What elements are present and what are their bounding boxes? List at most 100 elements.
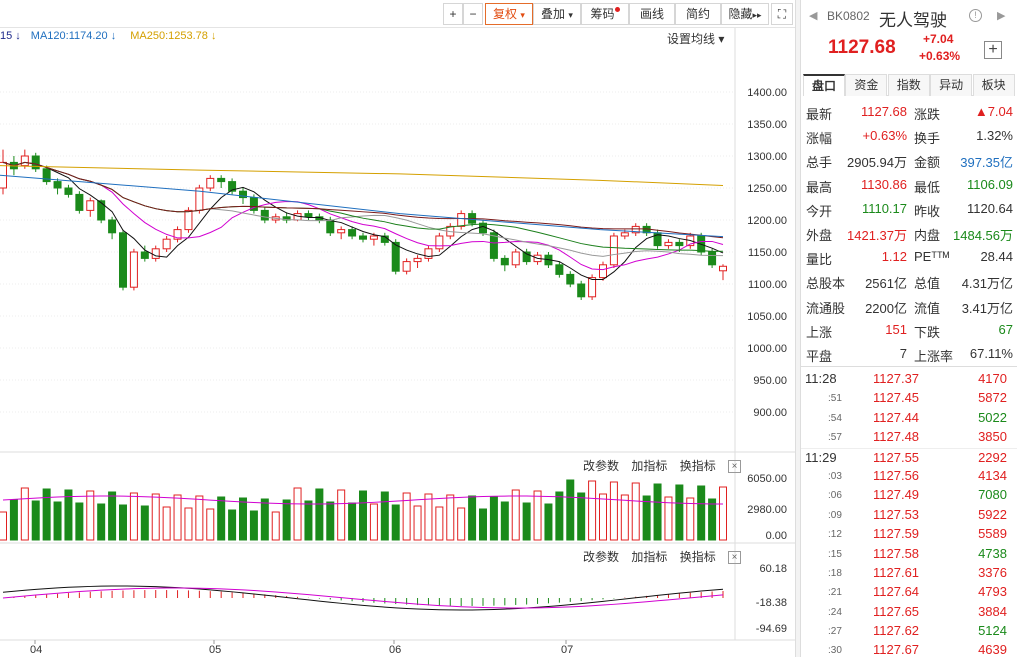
ma-legend: 15 ↓ MA120:1174.20 ↓ MA250:1253.78 ↓ (0, 30, 230, 46)
candle-body (489, 232, 498, 259)
jianyue-button[interactable]: 简约 (675, 3, 721, 25)
stat-value: 1127.68 (860, 104, 907, 119)
tick-volume: 5124 (978, 623, 1007, 639)
ma120-line (0, 174, 724, 238)
tab-3[interactable]: 异动 (930, 74, 973, 96)
kline-chart-area[interactable]: + − 复权 ▾ 叠加 ▾ 筹码 画线 简约 隐藏▸▸ ⛶ 15 ↓ MA120:… (0, 0, 795, 657)
stat-row: 今开 1110.17 昨收 1120.64 (804, 197, 1015, 221)
stat-label: 外盘 (806, 227, 833, 243)
switch-indicator-button[interactable]: 换指标 (679, 550, 716, 564)
volume-bar (108, 491, 117, 541)
volume-bar (64, 489, 73, 541)
volume-bar (369, 503, 378, 541)
candle-body (326, 219, 335, 234)
volume-bar (675, 484, 684, 541)
add-watchlist-icon[interactable]: + (984, 41, 1002, 59)
tick-price: 1127.59 (873, 526, 920, 542)
stat-value: 1130.86 (860, 176, 907, 192)
volume-bar (719, 486, 727, 541)
candle-body (424, 248, 433, 259)
tick-volume: 2292 (978, 449, 1007, 465)
tick-price: 1127.53 (873, 506, 920, 522)
ma-line (2, 161, 724, 239)
candle-body (708, 251, 717, 266)
macd-tick-label: 60.18 (759, 563, 787, 575)
diejia-dropdown[interactable]: 叠加 ▾ (533, 3, 581, 25)
candle-body (620, 232, 629, 237)
tick-row: :15 1127.58 4738 (801, 545, 1017, 564)
modify-params-button[interactable]: 改参数 (583, 459, 620, 473)
ma250-line (0, 165, 724, 186)
tick-row: :21 1127.64 4793 (801, 583, 1017, 602)
zoom-out-button[interactable]: − (463, 3, 483, 25)
stat-label: 上涨率 (914, 348, 954, 364)
fuquan-dropdown[interactable]: 复权 ▾ (485, 3, 533, 25)
candle-body (64, 187, 73, 195)
stat-row: 涨幅 +0.63% 换手 1.32% (804, 124, 1015, 148)
tab-2[interactable]: 指数 (887, 74, 930, 96)
tick-list[interactable]: 11:28 1127.37 4170:51 1127.45 5872:54 1127.44… (801, 370, 1017, 657)
volume-bar (119, 504, 127, 541)
stat-value: 67.11% (969, 345, 1013, 361)
volume-bar (435, 506, 444, 541)
tab-4[interactable]: 板块 (972, 74, 1015, 96)
volume-bar (53, 501, 62, 541)
volume-bar (599, 493, 607, 541)
panel-splitter[interactable] (795, 0, 801, 657)
tick-price: 1127.37 (873, 371, 920, 386)
macd-dif-line (2, 585, 724, 611)
stat-row: 量比 1.12 PEᵀᵀᴹ 28.44 (804, 245, 1015, 269)
stat-row: 最高 1130.86 最低 1106.09 (804, 173, 1015, 197)
tick-price: 1127.61 (873, 564, 920, 580)
volume-bar (326, 501, 335, 541)
tick-price: 1127.55 (873, 449, 920, 465)
ma-line (2, 161, 724, 271)
modify-params-button[interactable]: 改参数 (583, 550, 620, 564)
yincang-button[interactable]: 隐藏▸▸ (721, 3, 769, 25)
stat-value: 28.44 (980, 249, 1013, 265)
volume-bar (86, 490, 95, 541)
add-indicator-button[interactable]: 加指标 (631, 550, 668, 564)
volume-bar (184, 507, 193, 541)
candle-body (609, 235, 618, 266)
volume-bar (380, 491, 389, 541)
candle-body (588, 277, 597, 298)
candle-body (664, 241, 673, 247)
fullscreen-icon[interactable]: ⛶ (771, 3, 793, 25)
close-icon[interactable]: × (728, 551, 742, 565)
close-icon[interactable]: × (728, 460, 742, 474)
volume-bar (609, 481, 618, 541)
chouma-button[interactable]: 筹码 (581, 3, 629, 25)
stat-row: 最新 1127.68 涨跌 ▲7.04 (804, 100, 1015, 124)
candle-body (577, 283, 586, 298)
prev-stock-icon[interactable]: ◀ (809, 10, 818, 22)
volume-bar (271, 511, 280, 541)
stat-label: 今开 (806, 203, 833, 219)
zoom-in-button[interactable]: + (443, 3, 463, 25)
stat-row: 流通股 2200亿 流值 3.41万亿 (804, 294, 1015, 318)
tab-1[interactable]: 资金 (845, 74, 888, 96)
tick-volume: 5872 (978, 390, 1007, 406)
add-indicator-button[interactable]: 加指标 (631, 459, 668, 473)
volume-bar (424, 493, 433, 541)
candle-body (86, 200, 95, 211)
info-icon[interactable]: ! (969, 9, 982, 22)
volume-bar (162, 506, 171, 541)
price-tick-label: 1400.00 (747, 87, 787, 99)
next-stock-icon[interactable]: ▶ (997, 10, 1006, 22)
ma-settings-button[interactable]: 设置均线 ▾ (667, 32, 725, 46)
tick-row: :06 1127.49 7080 (801, 486, 1017, 505)
tick-row: :54 1127.44 5022 (801, 409, 1017, 428)
price-summary: 1127.68 +7.04 +0.63% + (801, 32, 1017, 68)
candle-body (402, 261, 411, 272)
volume-bar (173, 494, 182, 541)
stat-label: PEᵀᵀᴹ (914, 249, 950, 265)
volume-bar (533, 490, 542, 541)
volume-bar (195, 495, 204, 541)
stat-value: +0.63% (862, 128, 907, 144)
huaxian-button[interactable]: 画线 (629, 3, 675, 25)
tab-0[interactable]: 盘口 (803, 74, 845, 96)
switch-indicator-button[interactable]: 换指标 (679, 459, 716, 473)
stat-label: 流通股 (806, 300, 846, 316)
candle-body (457, 213, 466, 227)
